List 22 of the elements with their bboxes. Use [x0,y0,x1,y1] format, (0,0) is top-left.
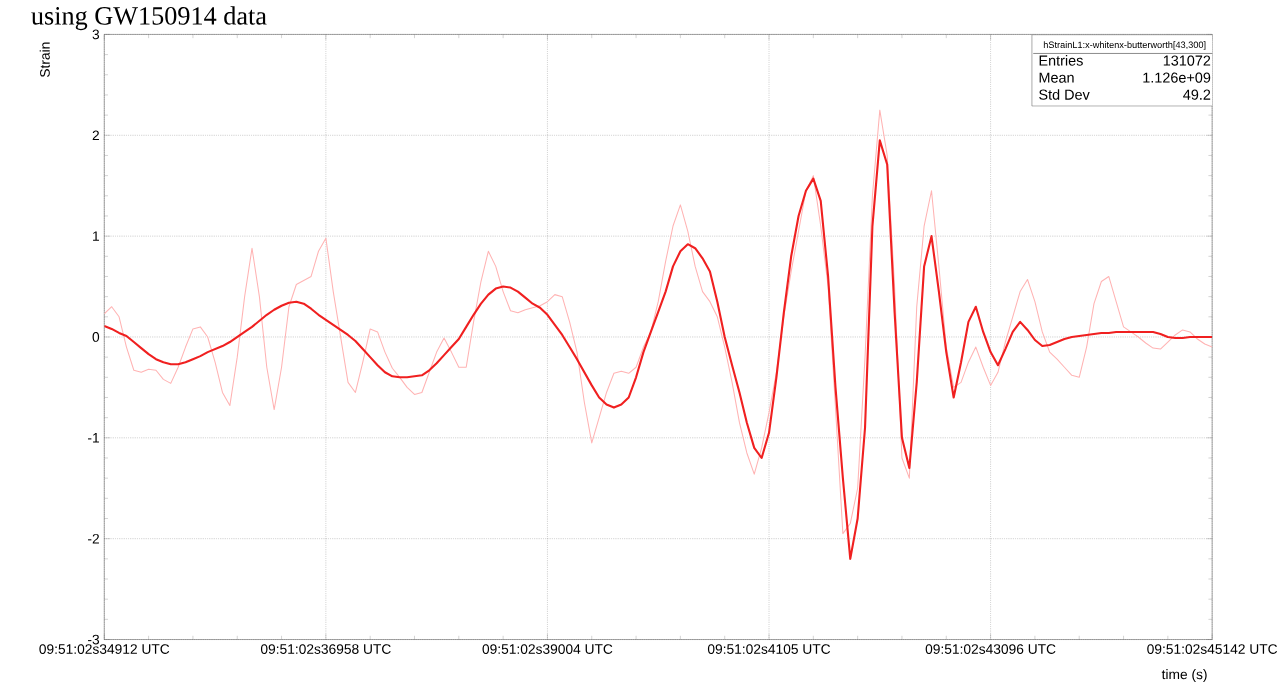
annotation: 1.126e+09 [1143,72,1211,83]
y-tick-label: -2 [88,534,99,544]
x-tick-label: 09:51:02s36958 UTC [260,644,391,655]
annotation: 131072 [1163,55,1211,66]
y-tick-label: 0 [92,332,100,342]
y-tick-label: 3 [92,29,100,40]
y-tick-label: -3 [88,634,100,645]
y-tick-label: 2 [92,130,99,141]
annotation: Std Dev [1039,89,1090,100]
y-tick-label: -1 [88,433,99,443]
annotation: Mean [1039,72,1074,83]
x-axis-title: time (s) [1161,669,1207,683]
x-tick-label: 09:51:02s4105 UTC [707,644,831,655]
x-tick-label: 09:51:02s39004 UTC [482,644,613,655]
annotation: Entries [1039,55,1083,66]
annotation: hStrainL1:x-whitenx-butterworth[43,300] [1043,41,1206,50]
y-axis-title: Strain [39,42,50,78]
x-tick-label: 09:51:02s45142 UTC [1147,644,1278,655]
x-tick-label: 09:51:02s43096 UTC [925,644,1056,655]
annotation: 49.2 [1183,89,1211,100]
y-tick-label: 1 [93,231,99,241]
x-tick-label: 09:51:02s34912 UTC [39,644,170,655]
